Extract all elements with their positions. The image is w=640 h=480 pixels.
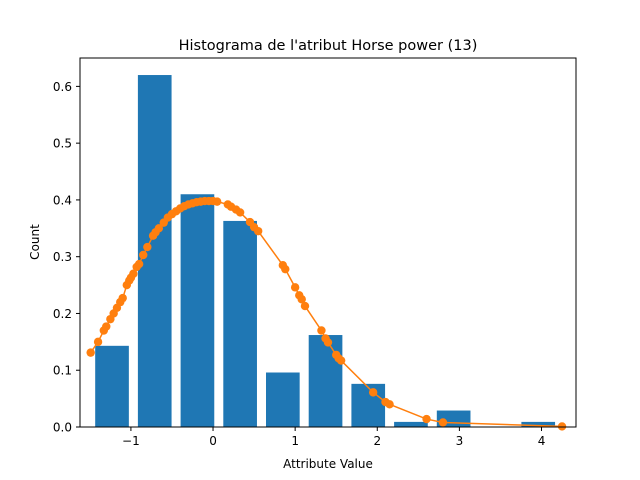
density-curve-point-19 bbox=[154, 224, 164, 233]
histogram-bar-7 bbox=[394, 421, 428, 427]
density-curve-point-57 bbox=[438, 418, 448, 427]
bars-layer bbox=[95, 75, 556, 428]
density-curve-point-33 bbox=[212, 197, 222, 206]
x-axis-label: Attribute Value bbox=[283, 457, 373, 471]
x-tick-label-5: 4 bbox=[538, 434, 546, 448]
y-axis-ticks: 0.0 0.1 0.2 0.3 0.4 0.5 0.6 bbox=[53, 80, 80, 435]
y-tick-label-5: 0.5 bbox=[53, 137, 72, 151]
y-tick-label-4: 0.4 bbox=[53, 193, 72, 207]
x-tick-label-1: 0 bbox=[209, 434, 217, 448]
histogram-bar-9 bbox=[521, 421, 556, 427]
density-curve-point-16 bbox=[143, 242, 152, 252]
y-axis-label: Count bbox=[28, 224, 42, 260]
density-curve-point-40 bbox=[253, 226, 263, 236]
density-curve-point-37 bbox=[235, 208, 245, 217]
y-tick-label-2: 0.2 bbox=[53, 307, 72, 321]
density-curve-layer bbox=[86, 196, 567, 431]
density-curve-point-58 bbox=[557, 422, 567, 431]
density-curve-point-8 bbox=[118, 293, 127, 303]
density-curve-point-46 bbox=[300, 301, 310, 311]
axes-frame bbox=[79, 57, 577, 428]
histogram-bar-2 bbox=[180, 194, 215, 427]
x-tick-label-4: 3 bbox=[456, 434, 464, 448]
x-tick-label-2: 1 bbox=[291, 434, 299, 448]
density-curve-point-53 bbox=[368, 388, 378, 397]
y-tick-label-3: 0.3 bbox=[53, 250, 72, 264]
y-tick-label-1: 0.1 bbox=[53, 364, 72, 378]
density-curve-point-49 bbox=[323, 338, 333, 347]
histogram-bar-5 bbox=[308, 335, 343, 427]
density-curve-point-47 bbox=[317, 326, 326, 335]
density-curve-point-55 bbox=[385, 400, 394, 409]
density-curve-point-1 bbox=[93, 337, 103, 347]
x-tick-label-3: 2 bbox=[373, 434, 381, 448]
density-curve-point-52 bbox=[336, 356, 346, 365]
x-axis-ticks: −1 0 1 2 3 4 bbox=[122, 427, 545, 448]
histogram-bar-3 bbox=[223, 220, 257, 427]
y-tick-label-6: 0.6 bbox=[53, 80, 72, 94]
density-curve-point-45 bbox=[297, 295, 306, 304]
density-curve-point-12 bbox=[129, 269, 138, 278]
density-curve-point-15 bbox=[139, 250, 148, 260]
histogram-bar-6 bbox=[351, 383, 386, 427]
x-tick-label-0: −1 bbox=[122, 434, 140, 448]
density-curve-point-42 bbox=[281, 264, 290, 274]
histogram-bar-0 bbox=[95, 345, 129, 427]
density-curve-point-56 bbox=[422, 414, 431, 424]
density-curve-point-3 bbox=[102, 322, 111, 331]
density-curve-point-0 bbox=[86, 348, 95, 357]
density-curve-point-14 bbox=[134, 259, 144, 269]
density-curve-point-43 bbox=[290, 283, 300, 292]
chart-title: Histograma de l'atribut Horse power (13) bbox=[179, 38, 478, 54]
histogram-bar-4 bbox=[266, 372, 300, 427]
y-tick-label-0: 0.0 bbox=[53, 421, 72, 435]
